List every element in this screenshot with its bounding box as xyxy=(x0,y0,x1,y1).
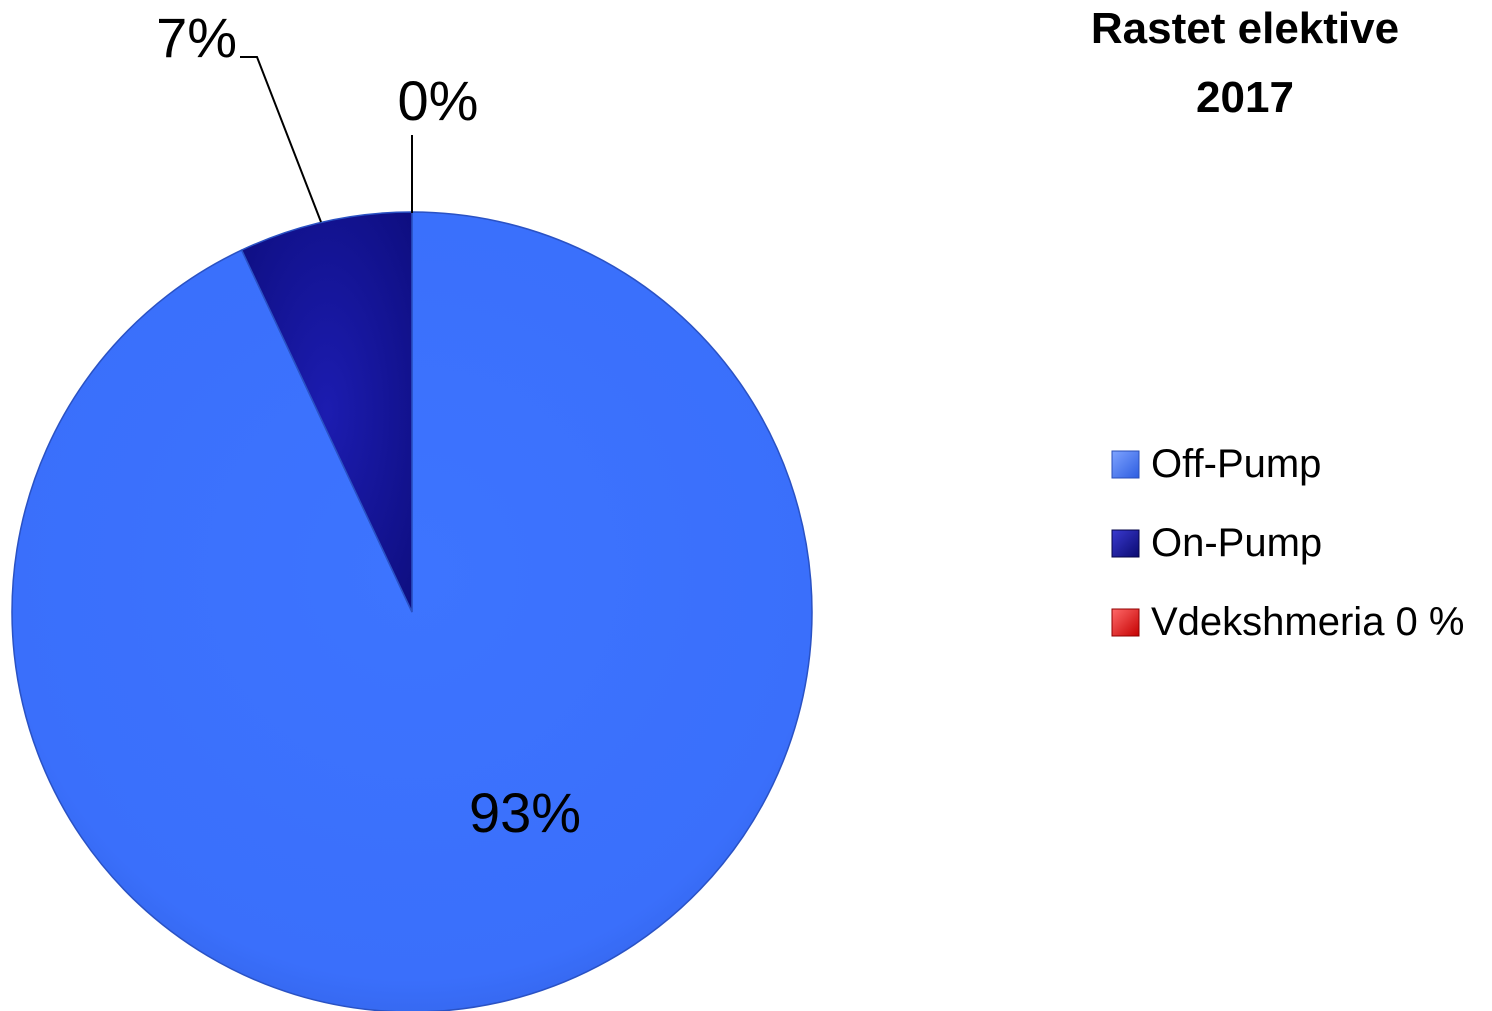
legend-item-on-pump: On-Pump xyxy=(1111,521,1322,565)
legend-item-vdekshmeria: Vdekshmeria 0 % xyxy=(1111,600,1464,644)
legend-label-off-pump: Off-Pump xyxy=(1151,442,1321,486)
legend-swatch-vdekshmeria xyxy=(1111,608,1140,637)
leader-line-on-pump xyxy=(240,56,322,223)
chart-title-line-1: Rastet elektive xyxy=(1091,4,1399,53)
data-label-vdekshmeria: 0% xyxy=(398,69,479,132)
legend: Off-Pump On-Pump Vdekshmeria 0 % xyxy=(1111,442,1464,644)
chart-title: Rastet elektive 2017 xyxy=(1091,4,1399,122)
pie-slices xyxy=(11,211,813,1011)
data-label-off-pump: 93% xyxy=(469,781,581,844)
legend-swatch-on-pump xyxy=(1111,529,1140,558)
legend-label-on-pump: On-Pump xyxy=(1151,521,1322,565)
chart-title-line-2: 2017 xyxy=(1196,73,1294,122)
legend-swatch-off-pump xyxy=(1111,450,1140,479)
data-label-on-pump: 7% xyxy=(156,6,237,69)
legend-item-off-pump: Off-Pump xyxy=(1111,442,1321,486)
pie-slice-on-pump xyxy=(240,211,413,613)
legend-label-vdekshmeria: Vdekshmeria 0 % xyxy=(1151,600,1464,644)
